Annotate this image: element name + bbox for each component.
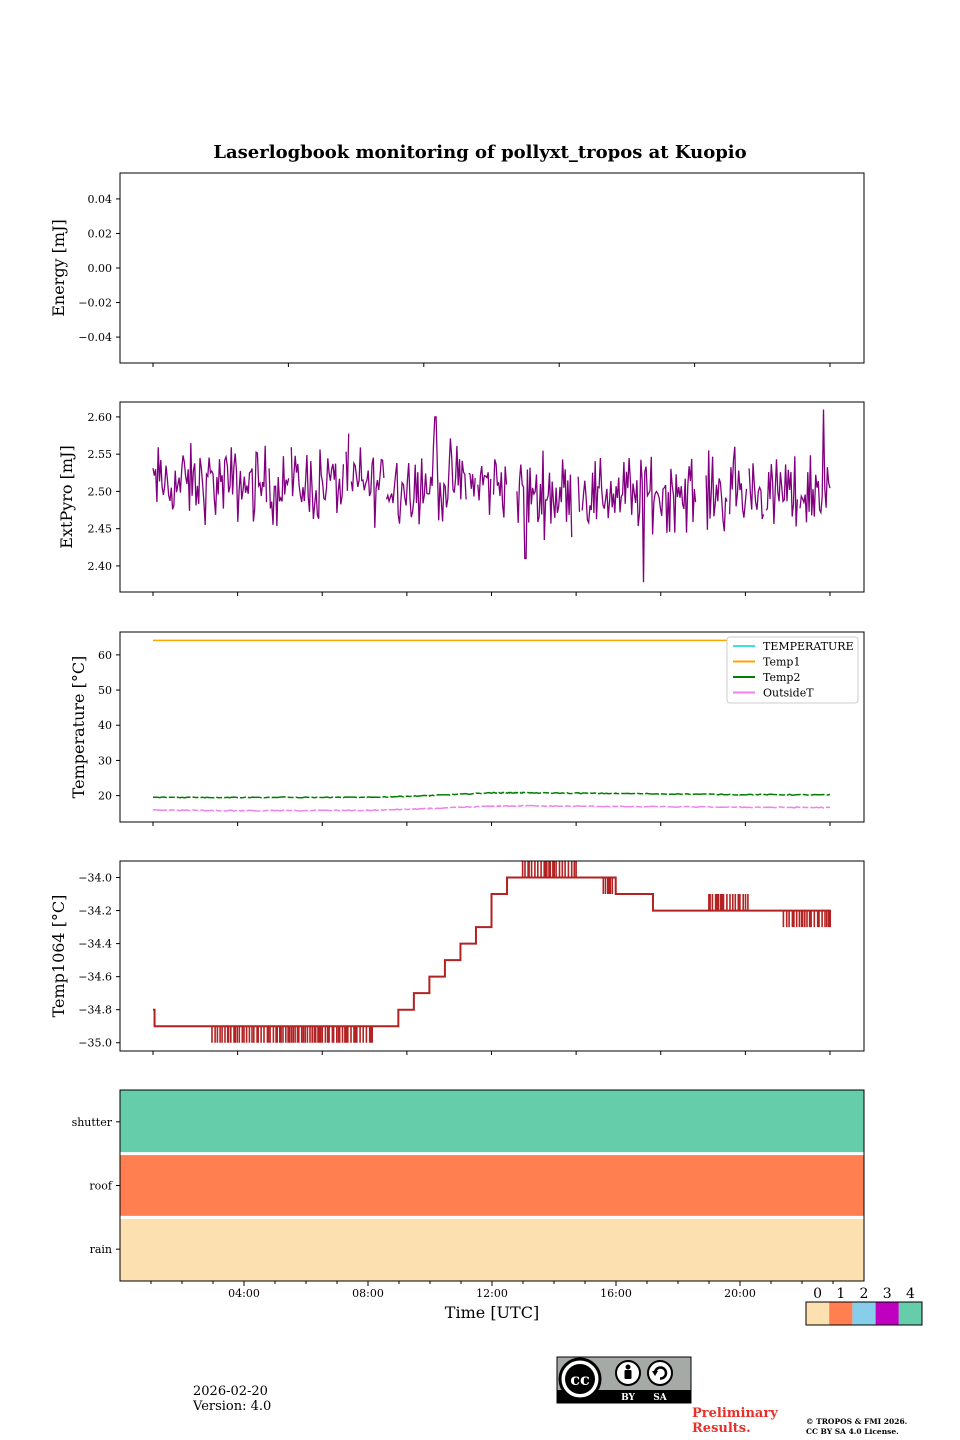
- status-legend-frame: [805, 1301, 923, 1326]
- series-temp1064-fluctuation: [521, 861, 577, 878]
- panel-frame: [119, 401, 865, 593]
- y-axis-label: Energy [mJ]: [49, 219, 68, 317]
- y-tick-label: 40: [98, 719, 112, 732]
- svg-text:cc: cc: [570, 1370, 590, 1389]
- y-tick-label: −34.4: [78, 938, 112, 951]
- legend-box: [726, 636, 859, 704]
- status-swatch-0: [806, 1302, 830, 1325]
- series-temp1064-fluctuation: [708, 894, 749, 911]
- status-swatch-2: [852, 1302, 876, 1325]
- panel-frame: [119, 860, 865, 1052]
- panel-frame: [119, 631, 865, 823]
- legend-label-temp2: Temp2: [763, 671, 800, 684]
- y-axis-label: ExtPyro [mJ]: [57, 445, 76, 548]
- y-tick-label: 2.50: [88, 485, 113, 498]
- plot-area: [152, 409, 831, 583]
- status-swatch-1: [829, 1302, 853, 1325]
- y-tick-label: −34.2: [78, 905, 112, 918]
- processing-date: 2026-02-20: [193, 1384, 268, 1399]
- temperature-legend: TEMPERATURE Temp1 Temp2 OutsideT: [726, 636, 859, 704]
- row-label-rain: rain: [90, 1243, 112, 1256]
- x-tick-label: 20:00: [724, 1287, 756, 1300]
- panel-bg: [120, 173, 864, 363]
- panel-1: 2.60 2.55 2.50 2.45 2.40 ExtPyro [mJ]: [57, 401, 865, 596]
- legend-label-temperature: TEMPERATURE: [763, 640, 854, 653]
- row-label-roof: roof: [89, 1180, 113, 1193]
- y-tick-label: 50: [98, 684, 112, 697]
- status-swatch-4: [898, 1302, 922, 1325]
- panel-bg: [120, 402, 864, 592]
- status-label-2: 2: [860, 1286, 869, 1302]
- y-axis-label: Temp1064 [°C]: [49, 895, 68, 1018]
- y-tick-label: 2.60: [88, 411, 113, 424]
- y-tick-label: −34.0: [78, 872, 112, 885]
- x-axis-label: Time [UTC]: [445, 1303, 539, 1322]
- y-tick-label: 2.55: [88, 448, 113, 461]
- badge-by-label: BY: [621, 1393, 635, 1403]
- y-tick-label: 0.04: [88, 193, 113, 206]
- share-alike-icon: [647, 1360, 673, 1386]
- status-row-roof: [120, 1153, 864, 1218]
- preliminary-line-1: Preliminary: [692, 1406, 778, 1421]
- y-tick-label: 60: [98, 649, 112, 662]
- x-tick-label: 08:00: [352, 1287, 384, 1300]
- y-tick-label: −35.0: [78, 1037, 112, 1050]
- x-tick-label: 12:00: [476, 1287, 508, 1300]
- plot-area: [152, 639, 831, 812]
- version-label: Version: 4.0: [193, 1399, 272, 1414]
- status-label-1: 1: [836, 1286, 845, 1302]
- status-label-0: 0: [813, 1286, 822, 1302]
- series-temp1064: [153, 876, 831, 1028]
- plot-area: [153, 861, 831, 1043]
- x-tick-label: 04:00: [228, 1287, 260, 1300]
- y-tick-label: 2.45: [88, 523, 113, 536]
- y-tick-label: 0.00: [88, 262, 113, 275]
- cc-by-sa-badge: cc BY SA: [556, 1356, 692, 1404]
- preliminary-notice: Preliminary Results.: [692, 1406, 778, 1436]
- y-tick-label: 0.02: [88, 227, 113, 240]
- panel-bg: [120, 861, 864, 1051]
- panel-frame: [119, 172, 865, 364]
- footer-date-version: 2026-02-20 Version: 4.0: [193, 1384, 271, 1414]
- panel-3: −34.0 −34.2 −34.4 −34.6 −34.8 −35.0 Temp1064 […: [49, 860, 865, 1055]
- y-tick-label: −0.04: [78, 331, 112, 344]
- status-label-3: 3: [883, 1286, 892, 1302]
- row-label-shutter: shutter: [72, 1116, 113, 1129]
- y-tick-label: −34.8: [78, 1004, 112, 1017]
- status-row-shutter: [120, 1090, 864, 1154]
- legend-label-outsidet: OutsideT: [763, 687, 814, 700]
- legend-label-temp1: Temp1: [763, 656, 800, 669]
- series-temp1064-fluctuation: [211, 1026, 373, 1043]
- y-tick-label: 30: [98, 754, 112, 767]
- y-tick-label: 20: [98, 790, 112, 803]
- status-label-4: 4: [906, 1286, 915, 1302]
- preliminary-line-2: Results.: [692, 1421, 751, 1436]
- x-tick-label: 16:00: [600, 1287, 632, 1300]
- copyright-line-1: © TROPOS & FMI 2026.: [806, 1417, 908, 1426]
- status-row-rain: [120, 1217, 864, 1281]
- series-temp1064-fluctuation: [782, 910, 830, 928]
- chart-panels: 0.04 0.02 0.00 −0.02 −0.04 Energy [mJ] 2.60 2.5…: [49, 172, 865, 1300]
- copyright-line-2: CC BY SA 4.0 License.: [806, 1427, 899, 1436]
- series-temp2: [152, 791, 831, 799]
- series-outsidet: [152, 804, 831, 812]
- status-swatch-3: [875, 1302, 899, 1325]
- chart-title: Laserlogbook monitoring of pollyxt_tropo…: [213, 142, 746, 163]
- badge-sa-label: SA: [653, 1393, 667, 1403]
- copyright-notice: © TROPOS & FMI 2026. CC BY SA 4.0 Licens…: [806, 1417, 907, 1437]
- series-temp1064-fluctuation: [602, 877, 617, 894]
- series-extpyro: [152, 409, 831, 583]
- y-axis-label: Temperature [°C]: [69, 656, 88, 799]
- panel-0: 0.04 0.02 0.00 −0.02 −0.04 Energy [mJ]: [49, 172, 865, 367]
- panel-2: 60 50 40 30 20 Temperature [°C] TEMPERATURE Tem…: [69, 631, 865, 826]
- panel-4: shutter roof rain 04:00 08:00 12:00 16:00 20:00: [72, 1089, 865, 1300]
- y-tick-label: 2.40: [88, 560, 113, 573]
- y-tick-label: −0.02: [78, 297, 112, 310]
- y-tick-label: −34.6: [78, 971, 112, 984]
